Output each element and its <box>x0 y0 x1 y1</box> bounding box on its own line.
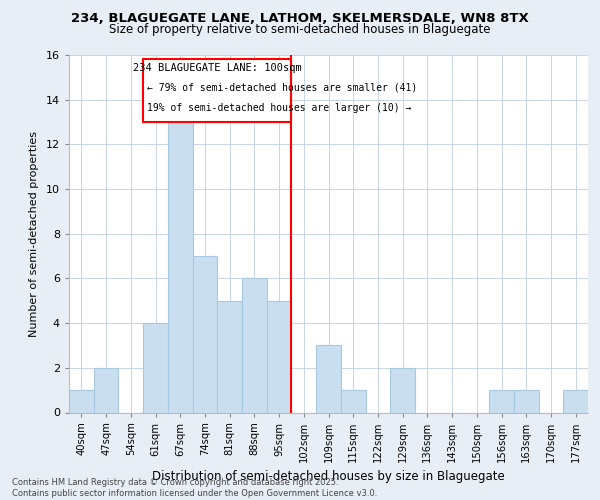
Text: 19% of semi-detached houses are larger (10) →: 19% of semi-detached houses are larger (… <box>147 103 411 113</box>
Bar <box>217 301 242 412</box>
Bar <box>514 390 539 412</box>
Text: Contains HM Land Registry data © Crown copyright and database right 2025.
Contai: Contains HM Land Registry data © Crown c… <box>12 478 377 498</box>
Bar <box>341 390 365 412</box>
Text: 234, BLAGUEGATE LANE, LATHOM, SKELMERSDALE, WN8 8TX: 234, BLAGUEGATE LANE, LATHOM, SKELMERSDA… <box>71 12 529 26</box>
FancyBboxPatch shape <box>143 60 292 122</box>
Bar <box>94 368 118 412</box>
Bar <box>193 256 217 412</box>
Bar <box>267 301 292 412</box>
Bar <box>168 122 193 412</box>
Text: Size of property relative to semi-detached houses in Blaguegate: Size of property relative to semi-detach… <box>109 22 491 36</box>
Bar <box>143 323 168 412</box>
Bar <box>563 390 588 412</box>
Bar <box>242 278 267 412</box>
Bar <box>390 368 415 412</box>
Bar <box>69 390 94 412</box>
Bar <box>316 346 341 412</box>
Text: 234 BLAGUEGATE LANE: 100sqm: 234 BLAGUEGATE LANE: 100sqm <box>133 63 302 73</box>
Bar <box>489 390 514 412</box>
Text: ← 79% of semi-detached houses are smaller (41): ← 79% of semi-detached houses are smalle… <box>147 83 417 93</box>
X-axis label: Distribution of semi-detached houses by size in Blaguegate: Distribution of semi-detached houses by … <box>152 470 505 483</box>
Y-axis label: Number of semi-detached properties: Number of semi-detached properties <box>29 130 39 337</box>
